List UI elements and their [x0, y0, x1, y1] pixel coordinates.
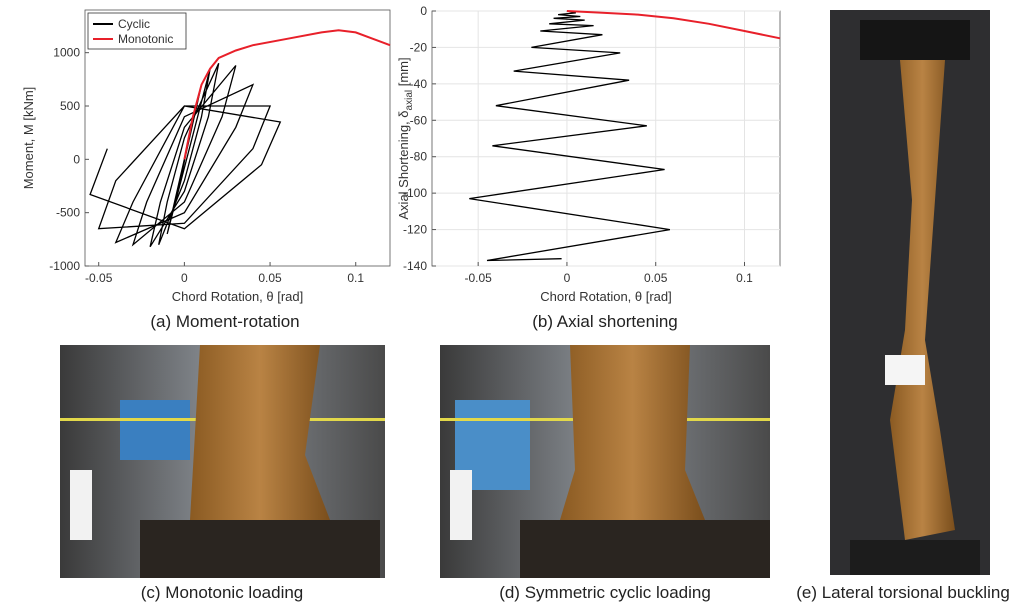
legend-label: Cyclic — [118, 17, 150, 31]
x-axis-label: Chord Rotation, θ [rad] — [540, 289, 672, 304]
x-tick-label: 0.1 — [736, 271, 753, 285]
legend-label: Monotonic — [118, 32, 173, 46]
data-line — [469, 10, 671, 262]
y-tick-label: -500 — [56, 206, 80, 220]
y-axis-label-sub: axial — [404, 90, 415, 111]
y-tick-label: 0 — [420, 4, 427, 18]
x-tick-label: 0 — [181, 271, 188, 285]
y-tick-label: 1000 — [53, 46, 80, 60]
photo-cyclic — [440, 345, 770, 578]
y-tick-label: -20 — [410, 40, 428, 54]
y-tick-label: 0 — [73, 152, 80, 166]
caption: (a) Moment-rotation — [150, 312, 299, 331]
x-tick-label: 0 — [564, 271, 571, 285]
x-axis-label: Chord Rotation, θ [rad] — [172, 289, 304, 304]
x-tick-label: -0.05 — [85, 271, 113, 285]
plot-area — [84, 9, 391, 267]
plot-area — [431, 10, 781, 267]
y-tick-label: -120 — [403, 223, 427, 237]
y-tick-label: -40 — [410, 77, 428, 91]
y-tick-label: -60 — [410, 113, 428, 127]
x-tick-label: 0.1 — [347, 271, 364, 285]
data-line — [183, 29, 391, 160]
photo-monotonic — [60, 345, 385, 578]
y-axis-label-text: Moment, M [kNm] — [21, 87, 36, 190]
y-tick-label: -100 — [403, 186, 427, 200]
y-axis-label: Moment, M [kNm] — [21, 87, 36, 190]
y-tick-label: -140 — [403, 259, 427, 273]
y-tick-label: 500 — [60, 99, 80, 113]
y-axis-label-text: Axial Shortening, δ — [396, 110, 411, 219]
photo-buckling — [830, 10, 990, 575]
y-tick-label: -80 — [410, 150, 428, 164]
y-axis-label-unit: [mm] — [396, 57, 411, 90]
data-line — [566, 10, 781, 40]
y-tick-label: -1000 — [49, 259, 80, 273]
x-tick-label: -0.05 — [464, 271, 492, 285]
caption: (e) Lateral torsional buckling — [796, 583, 1010, 602]
y-axis-label: Axial Shortening, δaxial [mm] — [396, 57, 415, 219]
caption: (d) Symmetric cyclic loading — [499, 583, 711, 602]
caption: (c) Monotonic loading — [141, 583, 304, 602]
legend-box — [87, 12, 187, 50]
x-tick-label: 0.05 — [644, 271, 668, 285]
data-line — [89, 63, 282, 248]
x-tick-label: 0.05 — [258, 271, 282, 285]
caption: (b) Axial shortening — [532, 312, 678, 331]
